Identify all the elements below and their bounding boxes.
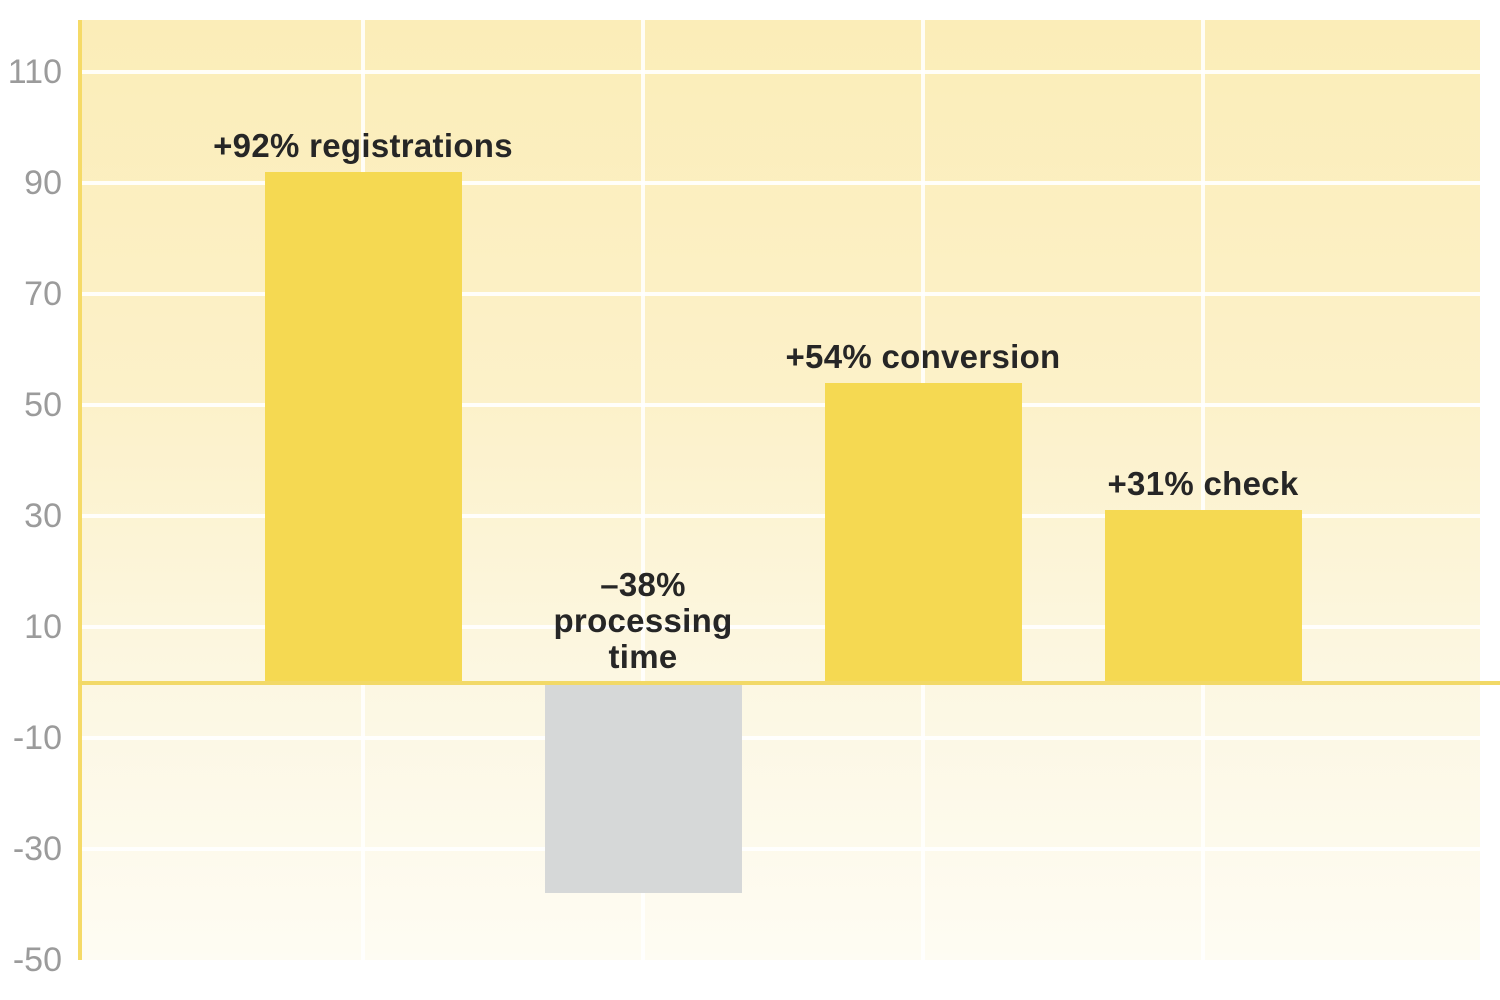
bar-label-line: +54% conversion bbox=[785, 337, 1061, 375]
bar-label-check: +31% check bbox=[1107, 466, 1298, 502]
y-tick--30: -30 bbox=[12, 830, 62, 868]
y-axis-line bbox=[78, 20, 82, 960]
y-tick-30: 30 bbox=[24, 497, 62, 535]
bar-label-line: +31% check bbox=[1107, 465, 1299, 503]
y-tick--10: -10 bbox=[12, 719, 62, 757]
v-gridline-check bbox=[1201, 20, 1205, 960]
h-gridline--10 bbox=[78, 736, 1480, 740]
v-gridline-processing-time bbox=[641, 20, 645, 960]
y-tick-110: 110 bbox=[7, 53, 62, 91]
y-tick-90: 90 bbox=[24, 164, 62, 202]
h-gridline-70 bbox=[78, 292, 1480, 296]
bar-label-line: +92% registrations bbox=[213, 126, 513, 164]
h-gridline-10 bbox=[78, 625, 1480, 629]
bar-registrations bbox=[264, 171, 462, 683]
bar-label-line: –38% bbox=[600, 565, 686, 603]
h-gridline-30 bbox=[78, 514, 1480, 518]
bar-label-processing-time: –38% processing time bbox=[553, 565, 733, 675]
bar-label-line: time bbox=[608, 637, 678, 675]
bar-label-line: processing bbox=[553, 601, 733, 639]
bar-label-registrations: +92% registrations bbox=[213, 126, 513, 164]
y-tick-50: 50 bbox=[24, 386, 62, 424]
plot-area: +92% registrations –38% processing time +54%… bbox=[78, 20, 1500, 960]
h-gridline-90 bbox=[78, 181, 1480, 185]
h-gridline-110 bbox=[78, 70, 1480, 74]
h-gridline-50 bbox=[78, 403, 1480, 407]
bar-label-conversion: +54% conversion bbox=[785, 337, 1061, 375]
y-tick-10: 10 bbox=[24, 608, 62, 646]
y-tick--50: -50 bbox=[12, 941, 62, 979]
bar-processing-time bbox=[544, 682, 742, 894]
zero-axis-line bbox=[78, 680, 1500, 685]
bar-check bbox=[1104, 510, 1302, 683]
bar-conversion bbox=[824, 382, 1022, 683]
h-gridline--30 bbox=[78, 847, 1480, 851]
y-tick-70: 70 bbox=[24, 275, 62, 313]
